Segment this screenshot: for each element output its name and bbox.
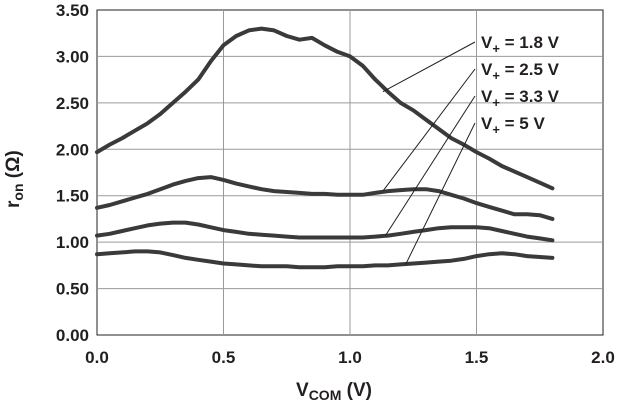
y-tick-label: 2.50 [56, 94, 89, 113]
x-tick-label: 1.5 [465, 348, 489, 367]
series-line-2-5v [95, 175, 555, 221]
leader-line-1-8v [382, 41, 476, 93]
series-line-3-3v [95, 220, 555, 243]
y-tick-label: 1.00 [56, 233, 89, 252]
legend-leader-lines [382, 41, 476, 265]
y-tick-label: 2.00 [56, 140, 89, 159]
y-tick-label: 3.50 [56, 1, 89, 20]
leader-line-3-3v [384, 95, 476, 236]
y-tick-label: 3.00 [56, 47, 89, 66]
x-tick-label: 0.0 [85, 348, 109, 367]
x-tick-label: 2.0 [591, 348, 615, 367]
legend-label-1-8v: V+ = 1.8 V [481, 33, 560, 56]
legend: V+ = 1.8 V V+ = 2.5 V V+ = 3.3 V V+ = 5 V [481, 33, 560, 137]
series-group [95, 26, 555, 270]
leader-line-5v [405, 122, 476, 265]
y-axis-ticks: 0.00 0.50 1.00 1.50 2.00 2.50 3.00 3.50 [56, 1, 89, 345]
x-axis-label: VCOM (V) [296, 380, 372, 403]
y-axis-label: ron (Ω) [3, 150, 26, 208]
x-axis-ticks: 0.0 0.5 1.0 1.5 2.0 [85, 348, 615, 367]
legend-label-5v: V+ = 5 V [481, 114, 545, 137]
y-tick-label: 0.00 [56, 326, 89, 345]
y-tick-label: 1.50 [56, 187, 89, 206]
series-line-1-8v [95, 26, 555, 191]
legend-label-2-5v: V+ = 2.5 V [481, 60, 560, 83]
x-tick-label: 0.5 [212, 348, 236, 367]
series-line-5v [95, 249, 555, 270]
leader-line-2-5v [382, 68, 476, 192]
y-tick-label: 0.50 [56, 280, 89, 299]
legend-label-3-3v: V+ = 3.3 V [481, 87, 560, 110]
x-tick-label: 1.0 [338, 348, 362, 367]
